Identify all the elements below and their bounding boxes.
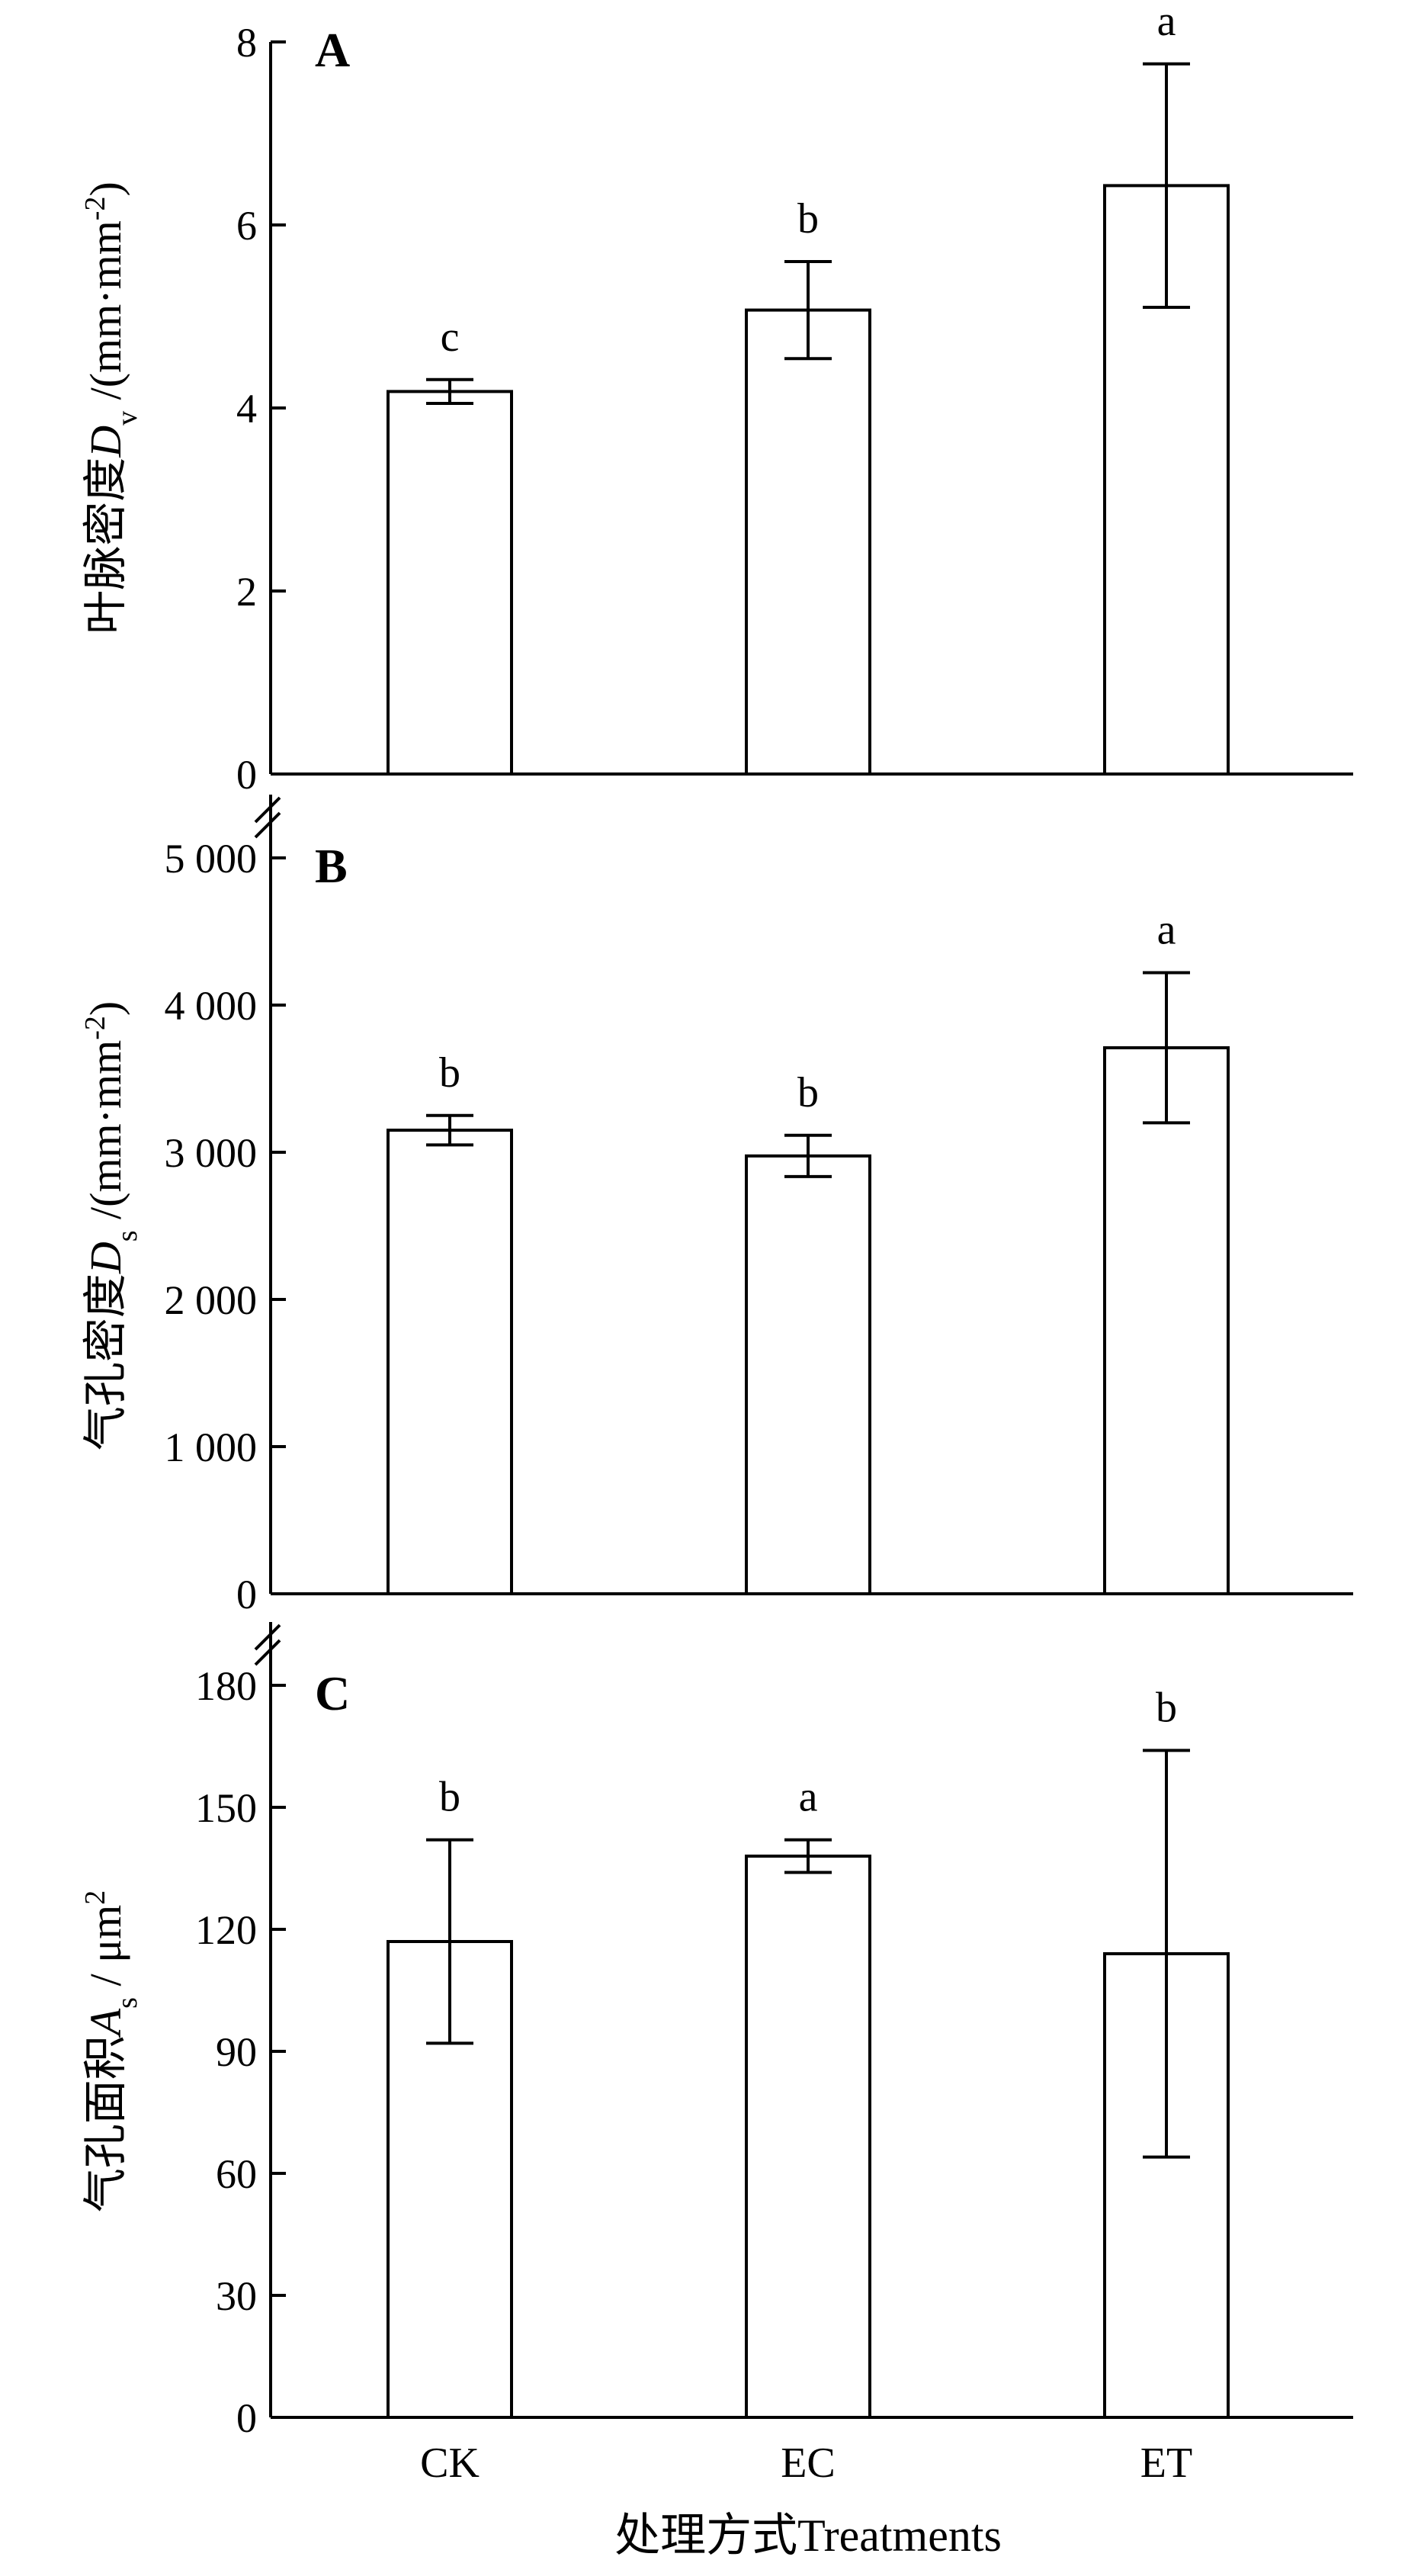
significance-letter: a: [1157, 907, 1176, 954]
y-tick-label: 0: [236, 2395, 257, 2441]
y-axis-label: 气孔密度Ds /(mm·mm-2): [79, 1001, 143, 1450]
error-bar-ec: [784, 1838, 832, 1874]
significance-letter: b: [1156, 1684, 1177, 1731]
significance-letter: b: [797, 195, 819, 243]
y-axis-label-part: ): [81, 1001, 130, 1016]
error-bar-et: [1143, 1749, 1190, 2159]
axis-break-stroke: [254, 796, 281, 824]
y-axis-label: 叶脉密度Dv /(mm·mm-2): [79, 181, 143, 634]
x-tick-label: CK: [420, 2439, 480, 2487]
y-axis-label-part: / μm: [81, 1905, 130, 1997]
y-tick-label: 8: [236, 20, 257, 66]
y-tick-label: 2: [236, 569, 257, 615]
y-axis-label-part: /(mm·mm: [81, 220, 130, 411]
y-tick-label: 30: [216, 2273, 257, 2319]
bar-ec: [745, 1855, 871, 2419]
y-axis-label-part: 叶脉密度: [81, 458, 130, 634]
x-axis-title: 处理方式Treatments: [614, 2510, 1002, 2561]
y-tick-label: 120: [195, 1907, 257, 1953]
y-tick-label: 90: [216, 2029, 257, 2075]
y-tick-label: 5 000: [165, 836, 258, 882]
panel-b: 0 1 000 2 000 3 000 4 000 5 000 b b a B 气孔密度Ds /(m…: [79, 795, 1353, 1617]
y-axis-label-part: s: [111, 1230, 143, 1241]
y-tick-label: 0: [236, 1572, 257, 1617]
y-axis-label-part: 气孔面积: [81, 2035, 130, 2212]
y-tick-label: 3 000: [165, 1130, 258, 1176]
error-bar-ck: [426, 1113, 473, 1147]
y-axis-label-part: s: [111, 1997, 143, 2009]
y-tick-label: 180: [195, 1663, 257, 1709]
y-axis-label-part: D: [81, 426, 130, 458]
y-axis-label-part: ): [81, 181, 130, 196]
significance-letter: a: [799, 1774, 818, 1821]
y-axis-label-part: -2: [79, 197, 111, 221]
x-tick-label: ET: [1140, 2439, 1192, 2487]
y-tick-label: 150: [195, 1785, 257, 1831]
panel-letter: B: [315, 839, 348, 893]
significance-letter: b: [439, 1049, 460, 1097]
y-axis-label-part: A: [81, 2008, 130, 2038]
axis-break-stroke: [254, 811, 281, 839]
bar-ck: [387, 390, 513, 776]
bar-ck: [387, 1129, 513, 1596]
error-bar-ec: [784, 1133, 832, 1178]
significance-letter: b: [439, 1774, 460, 1821]
panel-letter: C: [315, 1666, 350, 1720]
axis-break: [254, 796, 281, 839]
y-axis-label-part: -2: [79, 1016, 111, 1040]
bar-et: [1103, 1045, 1230, 1595]
y-axis-label: 气孔面积As / μm2: [79, 1890, 143, 2213]
panel-a: 0 2 4 6 8 c b a A 叶脉密度Dv /(mm·mm-2): [79, 0, 1353, 798]
bar-ec: [745, 308, 871, 776]
bar-ec: [745, 1154, 871, 1595]
y-tick-label: 2 000: [165, 1277, 258, 1323]
significance-letter: a: [1157, 0, 1176, 45]
y-axis-label-part: /(mm·mm: [81, 1040, 130, 1231]
y-tick-label: 4 000: [165, 983, 258, 1029]
axis-break-stroke: [254, 1624, 281, 1651]
axis-break-stroke: [254, 1639, 281, 1666]
significance-letter: c: [441, 313, 460, 361]
y-axis-label-part: v: [111, 411, 143, 426]
y-tick-label: 0: [236, 752, 257, 798]
panel-letter: A: [315, 23, 350, 77]
x-tick-label: EC: [781, 2439, 836, 2487]
y-tick-label: 1 000: [165, 1425, 258, 1470]
significance-letter: b: [797, 1069, 819, 1116]
error-bar-ck: [426, 377, 473, 405]
y-axis-label-part: D: [81, 1241, 130, 1274]
y-tick-label: 6: [236, 203, 257, 249]
y-tick-label: 4: [236, 386, 257, 432]
y-axis-label-part: 气孔密度: [81, 1274, 130, 1450]
y-tick-label: 60: [216, 2151, 257, 2197]
y-axis-label-part: 2: [79, 1890, 111, 1905]
error-bar-ec: [784, 260, 832, 361]
panel-c: 0 30 60 90 120 150 180 b a b C 气孔面积As / μm2 CK EC ET: [79, 1622, 1353, 2487]
axis-break: [254, 1624, 281, 1666]
error-bar-et: [1143, 62, 1190, 309]
error-bar-ck: [426, 1838, 473, 2045]
error-bar-et: [1143, 971, 1190, 1125]
